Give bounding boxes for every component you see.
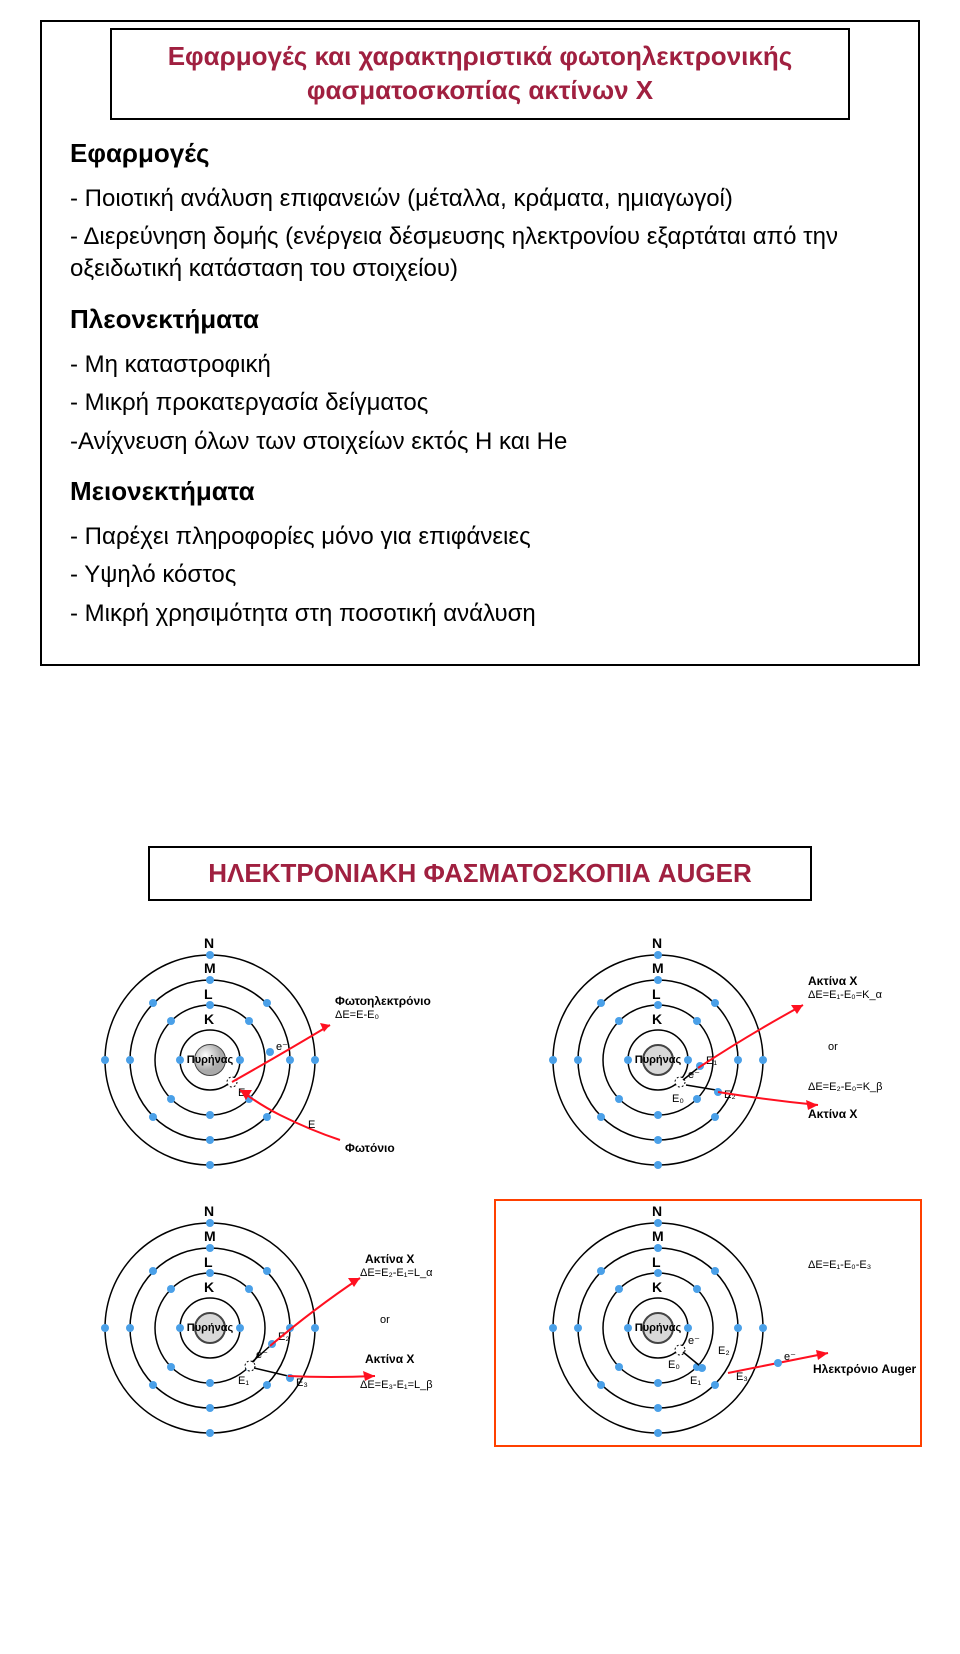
advantages-heading: Πλεονεκτήματα: [70, 304, 890, 335]
svg-text:E: E: [308, 1119, 315, 1131]
bottom-title-box: ΗΛΕΚΤΡΟΝΙΑΚΗ ΦΑΣΜΑΤΟΣΚΟΠΙΑ AUGER: [148, 846, 812, 901]
svg-text:M: M: [652, 960, 664, 976]
svg-text:M: M: [204, 960, 216, 976]
svg-text:Ακτίνα X: Ακτίνα X: [365, 1352, 414, 1366]
svg-text:ΔE=E₃-E₁=L_β: ΔE=E₃-E₁=L_β: [360, 1379, 433, 1391]
svg-text:or: or: [380, 1314, 390, 1326]
svg-text:Ηλεκτρόνιο Auger: Ηλεκτρόνιο Auger: [813, 1362, 917, 1376]
svg-text:Φωτόνιο: Φωτόνιο: [345, 1141, 395, 1155]
svg-text:L: L: [652, 1254, 661, 1270]
title-line-2: φασματοσκοπίας ακτίνων Χ: [307, 75, 653, 105]
svg-text:ΔE=E₁-E₀=K_α: ΔE=E₁-E₀=K_α: [808, 989, 883, 1001]
advantage-item: -Ανίχνευση όλων των στοιχείων εκτός H κα…: [70, 426, 890, 458]
svg-text:K: K: [204, 1011, 214, 1027]
svg-text:E₂: E₂: [718, 1345, 730, 1357]
svg-text:ΔE=E-E₀: ΔE=E-E₀: [335, 1009, 379, 1021]
svg-text:M: M: [204, 1228, 216, 1244]
atom-svg-tl: Πυρήνας N: [40, 925, 480, 1185]
svg-text:E₁: E₁: [690, 1375, 701, 1387]
atom-svg-tr: Πυρήνας N M L: [488, 925, 928, 1185]
atom-panel-topleft: Πυρήνας N: [40, 925, 480, 1185]
atom-panel-topright: Πυρήνας N M L: [488, 925, 928, 1185]
bottom-title: ΗΛΕΚΤΡΟΝΙΑΚΗ ΦΑΣΜΑΤΟΣΚΟΠΙΑ AUGER: [208, 858, 751, 888]
svg-text:E₃: E₃: [296, 1377, 308, 1389]
atom-svg-bl: Πυρήνας N M L: [40, 1193, 480, 1453]
svg-text:ΔE=E₂-E₁=L_α: ΔE=E₂-E₁=L_α: [360, 1267, 433, 1279]
svg-text:e⁻: e⁻: [256, 1349, 268, 1361]
title-line-1: Εφαρμογές και χαρακτηριστικά φωτοηλεκτρο…: [168, 41, 793, 71]
svg-text:E₀: E₀: [672, 1093, 684, 1105]
svg-text:Πυρήνας: Πυρήνας: [635, 1054, 682, 1066]
svg-text:e⁻: e⁻: [784, 1351, 796, 1363]
svg-text:Πυρήνας: Πυρήνας: [187, 1322, 234, 1334]
svg-text:L: L: [652, 986, 661, 1002]
disadvantages-heading: Μειονεκτήματα: [70, 476, 890, 507]
disadvantage-item: - Παρέχει πληροφορίες μόνο για επιφάνειε…: [70, 521, 890, 553]
svg-text:Ακτίνα X: Ακτίνα X: [808, 974, 857, 988]
atom-diagram-grid: Πυρήνας N: [40, 925, 920, 1453]
svg-text:K: K: [204, 1279, 214, 1295]
svg-text:M: M: [652, 1228, 664, 1244]
disadvantage-item: - Υψηλό κόστος: [70, 559, 890, 591]
svg-text:e⁻: e⁻: [276, 1041, 288, 1053]
applications-heading: Εφαρμογές: [70, 138, 890, 169]
svg-text:e⁻: e⁻: [688, 1069, 700, 1081]
svg-text:Φωτοηλεκτρόνιο: Φωτοηλεκτρόνιο: [335, 994, 431, 1008]
svg-text:Πυρήνας: Πυρήνας: [187, 1054, 234, 1066]
advantage-item: - Μη καταστροφική: [70, 349, 890, 381]
svg-text:L: L: [204, 986, 213, 1002]
svg-text:E₁: E₁: [238, 1375, 249, 1387]
svg-text:ΔE=E₂-E₀=K_β: ΔE=E₂-E₀=K_β: [808, 1081, 883, 1093]
atom-panel-bottomright: Πυρήνας N M L: [488, 1193, 928, 1453]
top-summary-box: Εφαρμογές και χαρακτηριστικά φωτοηλεκτρο…: [40, 20, 920, 666]
svg-text:E₀: E₀: [668, 1359, 680, 1371]
svg-text:e⁻: e⁻: [688, 1335, 700, 1347]
atom-panel-bottomleft: Πυρήνας N M L: [40, 1193, 480, 1453]
svg-text:N: N: [204, 935, 214, 951]
page: Εφαρμογές και χαρακτηριστικά φωτοηλεκτρο…: [0, 0, 960, 1493]
atom-svg-br: Πυρήνας N M L: [488, 1193, 928, 1453]
svg-text:K: K: [652, 1011, 662, 1027]
application-item: - Διερεύνηση δομής (ενέργεια δέσμευσης η…: [70, 221, 890, 286]
svg-text:Ακτίνα X: Ακτίνα X: [365, 1252, 414, 1266]
disadvantage-item: - Μικρή χρησιμότητα στη ποσοτική ανάλυση: [70, 598, 890, 630]
svg-text:or: or: [828, 1041, 838, 1053]
svg-text:ΔE=E₁-E₀-E₃: ΔE=E₁-E₀-E₃: [808, 1259, 871, 1271]
svg-text:L: L: [204, 1254, 213, 1270]
application-item: - Ποιοτική ανάλυση επιφανειών (μέταλλα, …: [70, 183, 890, 215]
svg-text:E₃: E₃: [736, 1371, 748, 1383]
advantage-item: - Μικρή προκατεργασία δείγματος: [70, 387, 890, 419]
svg-text:N: N: [652, 1203, 662, 1219]
svg-text:Πυρήνας: Πυρήνας: [635, 1322, 682, 1334]
svg-text:N: N: [204, 1203, 214, 1219]
svg-text:Ακτίνα X: Ακτίνα X: [808, 1107, 857, 1121]
top-title-box: Εφαρμογές και χαρακτηριστικά φωτοηλεκτρο…: [110, 28, 850, 120]
svg-text:K: K: [652, 1279, 662, 1295]
svg-text:N: N: [652, 935, 662, 951]
